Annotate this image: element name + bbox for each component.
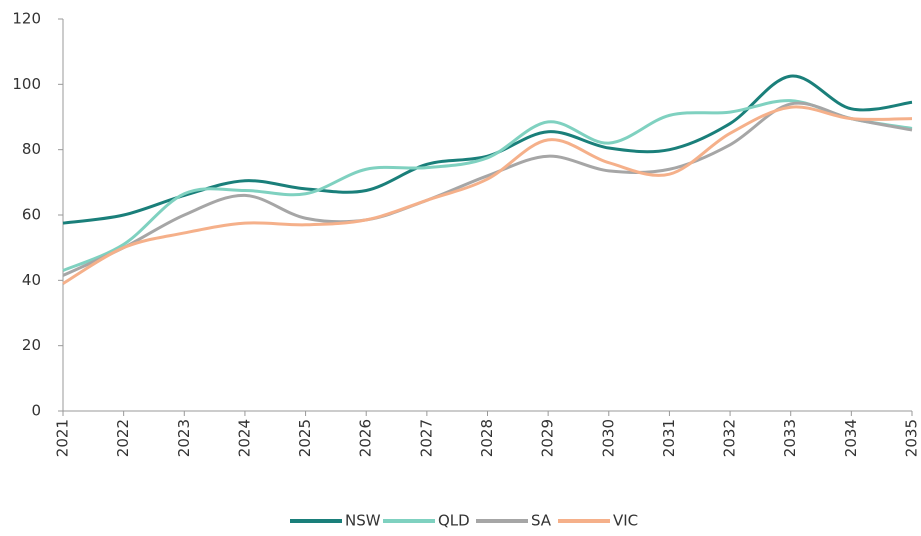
x-tick-label: 2029 — [539, 419, 557, 457]
line — [62, 101, 913, 277]
line — [62, 99, 913, 272]
x-tick-label: 2024 — [235, 419, 253, 457]
legend-label: VIC — [613, 512, 638, 530]
y-tick-label: 0 — [31, 402, 41, 420]
x-tick-label: 2022 — [114, 419, 132, 457]
line — [62, 74, 913, 225]
x-tick-label: 2025 — [296, 419, 314, 457]
legend-label: SA — [531, 512, 552, 530]
y-tick-label: 80 — [22, 140, 41, 158]
x-tick-label: 2035 — [903, 419, 921, 457]
y-tick-label: 60 — [22, 206, 41, 224]
y-tick-label: 40 — [22, 271, 41, 289]
x-tick-label: 2034 — [842, 419, 860, 457]
legend-label: NSW — [345, 512, 381, 530]
legend-label: QLD — [438, 512, 470, 530]
y-tick-label: 20 — [22, 336, 41, 354]
x-tick-label: 2031 — [660, 419, 678, 457]
y-tick-label: 120 — [12, 10, 41, 28]
x-tick-label: 2026 — [357, 419, 375, 457]
x-tick-label: 2033 — [781, 419, 799, 457]
line — [62, 105, 913, 285]
x-tick-label: 2030 — [599, 419, 617, 457]
x-tick-label: 2032 — [721, 419, 739, 457]
x-tick-label: 2023 — [175, 419, 193, 457]
y-tick-label: 100 — [12, 75, 41, 93]
x-tick-label: 2027 — [417, 419, 435, 457]
x-tick-label: 2028 — [478, 419, 496, 457]
x-tick-label: 2021 — [54, 419, 72, 457]
